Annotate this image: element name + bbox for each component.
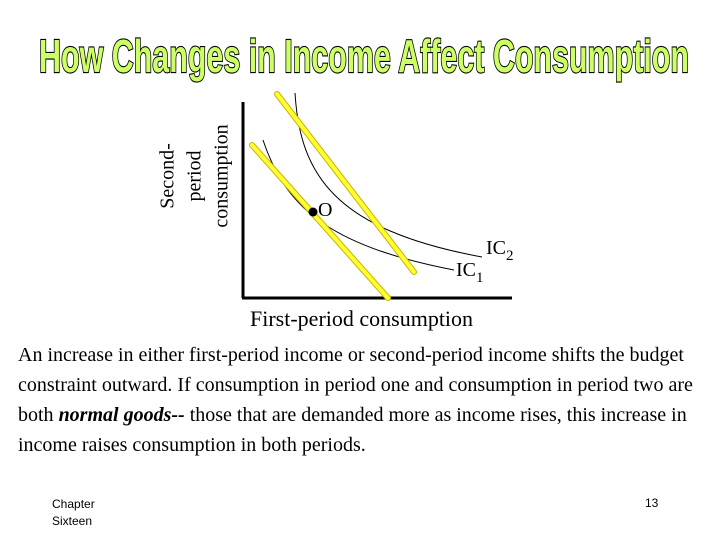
indifference-curve-ic2 <box>294 92 483 258</box>
indifference-curve-ic1 <box>262 139 455 271</box>
caption-text: An increase in either first-period incom… <box>18 340 708 460</box>
ic2-label: IC2 <box>486 237 514 264</box>
caption-before: An increase in either first-period incom… <box>18 344 693 426</box>
x-axis-label: First-period consumption <box>250 306 474 331</box>
ic1-label-sub: 1 <box>476 270 484 286</box>
budget-line-inner-fill <box>250 143 390 300</box>
point-label: O <box>318 199 332 221</box>
y-axis-label-line-1: Second- <box>156 143 179 209</box>
y-axis-label-line-2: period <box>183 150 206 202</box>
slide-title-svg: How Changes in Income Affect Consumption <box>38 29 690 83</box>
y-axis-label-line-3: consumption <box>210 124 233 228</box>
slide-title: How Changes in Income Affect Consumption <box>39 30 689 82</box>
caption-after: those that are demanded more as income r… <box>18 404 687 456</box>
caption-emphasis: normal goods-- <box>58 404 185 426</box>
page-number: 13 <box>645 496 659 510</box>
y-axis-label: Second- period consumption <box>155 124 236 227</box>
budget-line-outer-fill <box>275 92 416 274</box>
ic2-label-sub: 2 <box>506 248 514 264</box>
dot-marker-icon <box>308 207 318 217</box>
ic2-label-base: IC <box>486 237 506 259</box>
ic1-label-base: IC <box>456 259 476 281</box>
chapter-label: Chapter Sixteen <box>52 497 95 528</box>
ic1-label: IC1 <box>456 259 484 286</box>
